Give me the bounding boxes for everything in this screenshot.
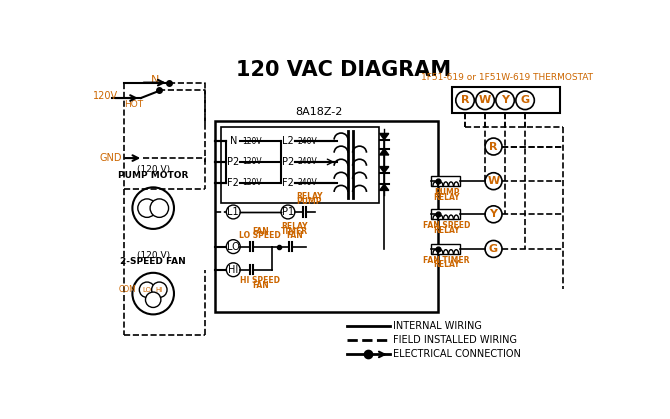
- Text: F2: F2: [227, 178, 239, 188]
- Bar: [452, 87, 559, 114]
- Bar: [431, 244, 460, 254]
- Text: F2: F2: [282, 178, 294, 188]
- Circle shape: [133, 273, 174, 314]
- Text: 1F51-619 or 1F51W-619 THERMOSTAT: 1F51-619 or 1F51W-619 THERMOSTAT: [421, 73, 594, 83]
- Text: W: W: [479, 96, 491, 105]
- Circle shape: [281, 176, 295, 190]
- Text: FAN SPEED: FAN SPEED: [423, 221, 470, 230]
- Text: LO: LO: [227, 242, 240, 252]
- Text: Y: Y: [490, 209, 498, 219]
- Circle shape: [281, 205, 295, 219]
- Text: G: G: [521, 96, 530, 105]
- Text: R: R: [489, 142, 498, 152]
- Text: L2: L2: [282, 136, 294, 146]
- Text: GND: GND: [99, 153, 122, 163]
- Circle shape: [226, 134, 240, 148]
- Text: HI: HI: [155, 287, 163, 293]
- Text: PUMP: PUMP: [433, 188, 460, 197]
- Text: 120V: 120V: [93, 91, 118, 101]
- Text: G: G: [489, 244, 498, 254]
- Text: LO: LO: [143, 287, 151, 293]
- Text: PUMP: PUMP: [297, 197, 322, 206]
- Text: 240V: 240V: [297, 158, 317, 166]
- Text: L1: L1: [227, 207, 239, 217]
- Text: P2: P2: [282, 157, 294, 167]
- Text: HI: HI: [228, 265, 239, 275]
- Bar: [221, 127, 379, 203]
- Text: (120 V): (120 V): [137, 251, 170, 260]
- Text: W: W: [487, 176, 500, 186]
- Text: N: N: [151, 75, 159, 85]
- Circle shape: [281, 155, 295, 169]
- Text: 240V: 240V: [297, 137, 317, 146]
- Text: PUMP MOTOR: PUMP MOTOR: [118, 171, 188, 181]
- Text: 120V: 120V: [243, 137, 262, 146]
- Circle shape: [496, 91, 515, 110]
- Polygon shape: [380, 166, 389, 173]
- Polygon shape: [380, 184, 389, 190]
- Circle shape: [456, 91, 474, 110]
- Text: 2-SPEED FAN: 2-SPEED FAN: [121, 257, 186, 266]
- Circle shape: [485, 138, 502, 155]
- Text: 120V: 120V: [243, 158, 262, 166]
- Text: FAN: FAN: [252, 280, 269, 290]
- Polygon shape: [380, 149, 389, 155]
- Text: N: N: [230, 136, 237, 146]
- Bar: [431, 209, 460, 219]
- Text: RELAY: RELAY: [433, 226, 460, 235]
- Circle shape: [226, 263, 240, 277]
- Circle shape: [476, 91, 494, 110]
- Circle shape: [226, 240, 240, 253]
- Circle shape: [139, 282, 155, 297]
- Circle shape: [150, 199, 169, 217]
- Text: RELAY: RELAY: [296, 192, 323, 201]
- Text: HI SPEED: HI SPEED: [241, 276, 280, 285]
- Text: 120 VAC DIAGRAM: 120 VAC DIAGRAM: [236, 59, 451, 80]
- Circle shape: [226, 205, 240, 219]
- Circle shape: [485, 206, 502, 223]
- Circle shape: [138, 199, 156, 217]
- Text: (120 V): (120 V): [137, 165, 170, 174]
- Circle shape: [281, 134, 295, 148]
- Text: P2: P2: [227, 157, 239, 167]
- Text: FIELD INSTALLED WIRING: FIELD INSTALLED WIRING: [393, 335, 517, 345]
- Text: P1: P1: [282, 207, 294, 217]
- Text: FAN: FAN: [252, 227, 269, 236]
- Text: RELAY: RELAY: [433, 193, 460, 202]
- Text: RELAY: RELAY: [281, 222, 308, 231]
- Circle shape: [485, 241, 502, 257]
- Circle shape: [485, 173, 502, 190]
- Circle shape: [226, 155, 240, 169]
- Bar: [431, 176, 460, 186]
- Text: TIMER: TIMER: [281, 227, 308, 236]
- Text: 120V: 120V: [243, 178, 262, 187]
- Text: RELAY: RELAY: [433, 261, 460, 269]
- Text: 8A18Z-2: 8A18Z-2: [295, 107, 342, 117]
- Text: FAN: FAN: [287, 231, 304, 241]
- Text: R: R: [461, 96, 469, 105]
- Circle shape: [516, 91, 535, 110]
- Text: HOT: HOT: [125, 100, 143, 109]
- Text: 240V: 240V: [297, 178, 317, 187]
- Bar: [215, 121, 438, 312]
- Text: LO SPEED: LO SPEED: [239, 231, 281, 241]
- Circle shape: [226, 176, 240, 190]
- Circle shape: [145, 292, 161, 308]
- Text: COM: COM: [119, 285, 136, 294]
- Text: FAN TIMER: FAN TIMER: [423, 256, 470, 265]
- Text: Y: Y: [501, 96, 509, 105]
- Circle shape: [133, 187, 174, 229]
- Text: INTERNAL WIRING: INTERNAL WIRING: [393, 321, 482, 331]
- Polygon shape: [380, 133, 389, 140]
- Text: ELECTRICAL CONNECTION: ELECTRICAL CONNECTION: [393, 349, 521, 360]
- Circle shape: [151, 282, 167, 297]
